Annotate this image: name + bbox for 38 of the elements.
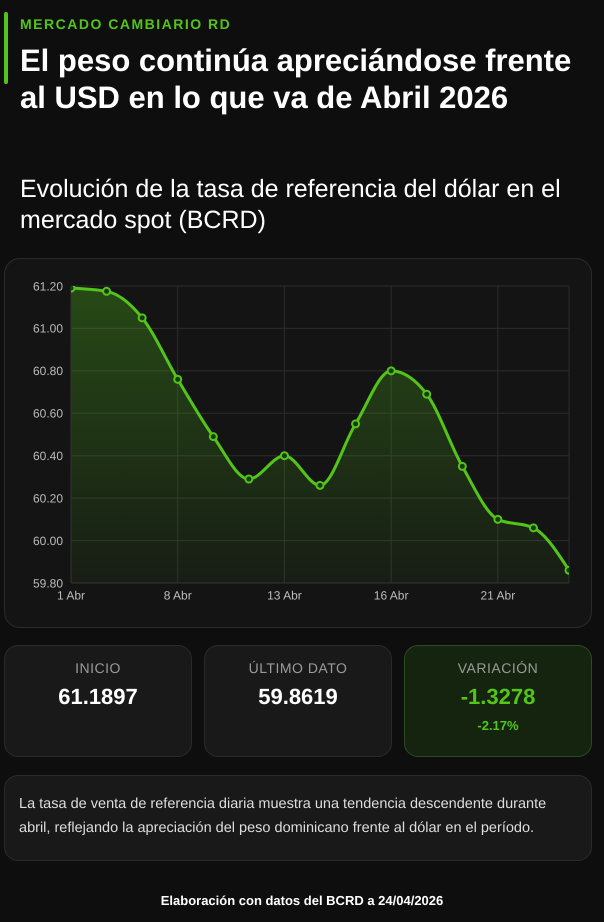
text: 59.8619 (257, 684, 339, 710)
point (528, 523, 538, 532)
text: ÚLTIMO DATO (248, 660, 348, 676)
y-tick-label: 61.20 (32, 279, 64, 294)
y-tick-label: 60.00 (32, 534, 64, 548)
text: Elaboración con datos del BCRD a 24/04/2026 (160, 893, 444, 908)
x-tick-label: 21 Abr (480, 588, 516, 603)
x-tick-label: 1 Abr (56, 588, 86, 603)
text: La tasa de venta de referencia diaria muestra una tendencia descendente durante abril, reflejando la apreciación del peso dominicano frente al dólar en el período. (4, 775, 592, 861)
point (493, 514, 502, 524)
text: INICIO (74, 660, 122, 676)
y-tick-label: 60.20 (32, 491, 64, 506)
text: 61.1897 (57, 684, 139, 710)
x-tick-label: 16 Abr (374, 588, 408, 603)
text: VARIACIÓN (456, 660, 540, 676)
text: MERCADO CAMBIARIO RD (20, 16, 232, 32)
x-tick-label: 8 Abr (164, 588, 192, 603)
y-tick-label: 59.80 (32, 576, 64, 590)
point (351, 419, 360, 428)
point (316, 480, 324, 490)
point (422, 390, 432, 399)
y-tick-label: 60.80 (32, 364, 64, 378)
y-tick-label: 60.40 (32, 448, 64, 463)
y-tick-label: 61.00 (32, 322, 64, 336)
point (102, 286, 112, 296)
chart-subtitle: Evolución de la tasa de referencia del dólar en el mercado spot (BCRD) (20, 174, 562, 236)
y-tick-label: 60.60 (32, 406, 64, 421)
text: -2.17% (476, 718, 520, 733)
point (386, 366, 396, 376)
x-tick-label: 13 Abr (267, 588, 302, 603)
point (173, 374, 182, 384)
point (208, 432, 218, 442)
point (280, 451, 289, 460)
point (244, 474, 254, 484)
point (138, 313, 147, 322)
point (458, 462, 467, 471)
text: -1.3278 (460, 684, 536, 710)
chart-title: El peso continúa apreciándose frente al USD en lo que va de Abril 2026 (20, 42, 572, 116)
